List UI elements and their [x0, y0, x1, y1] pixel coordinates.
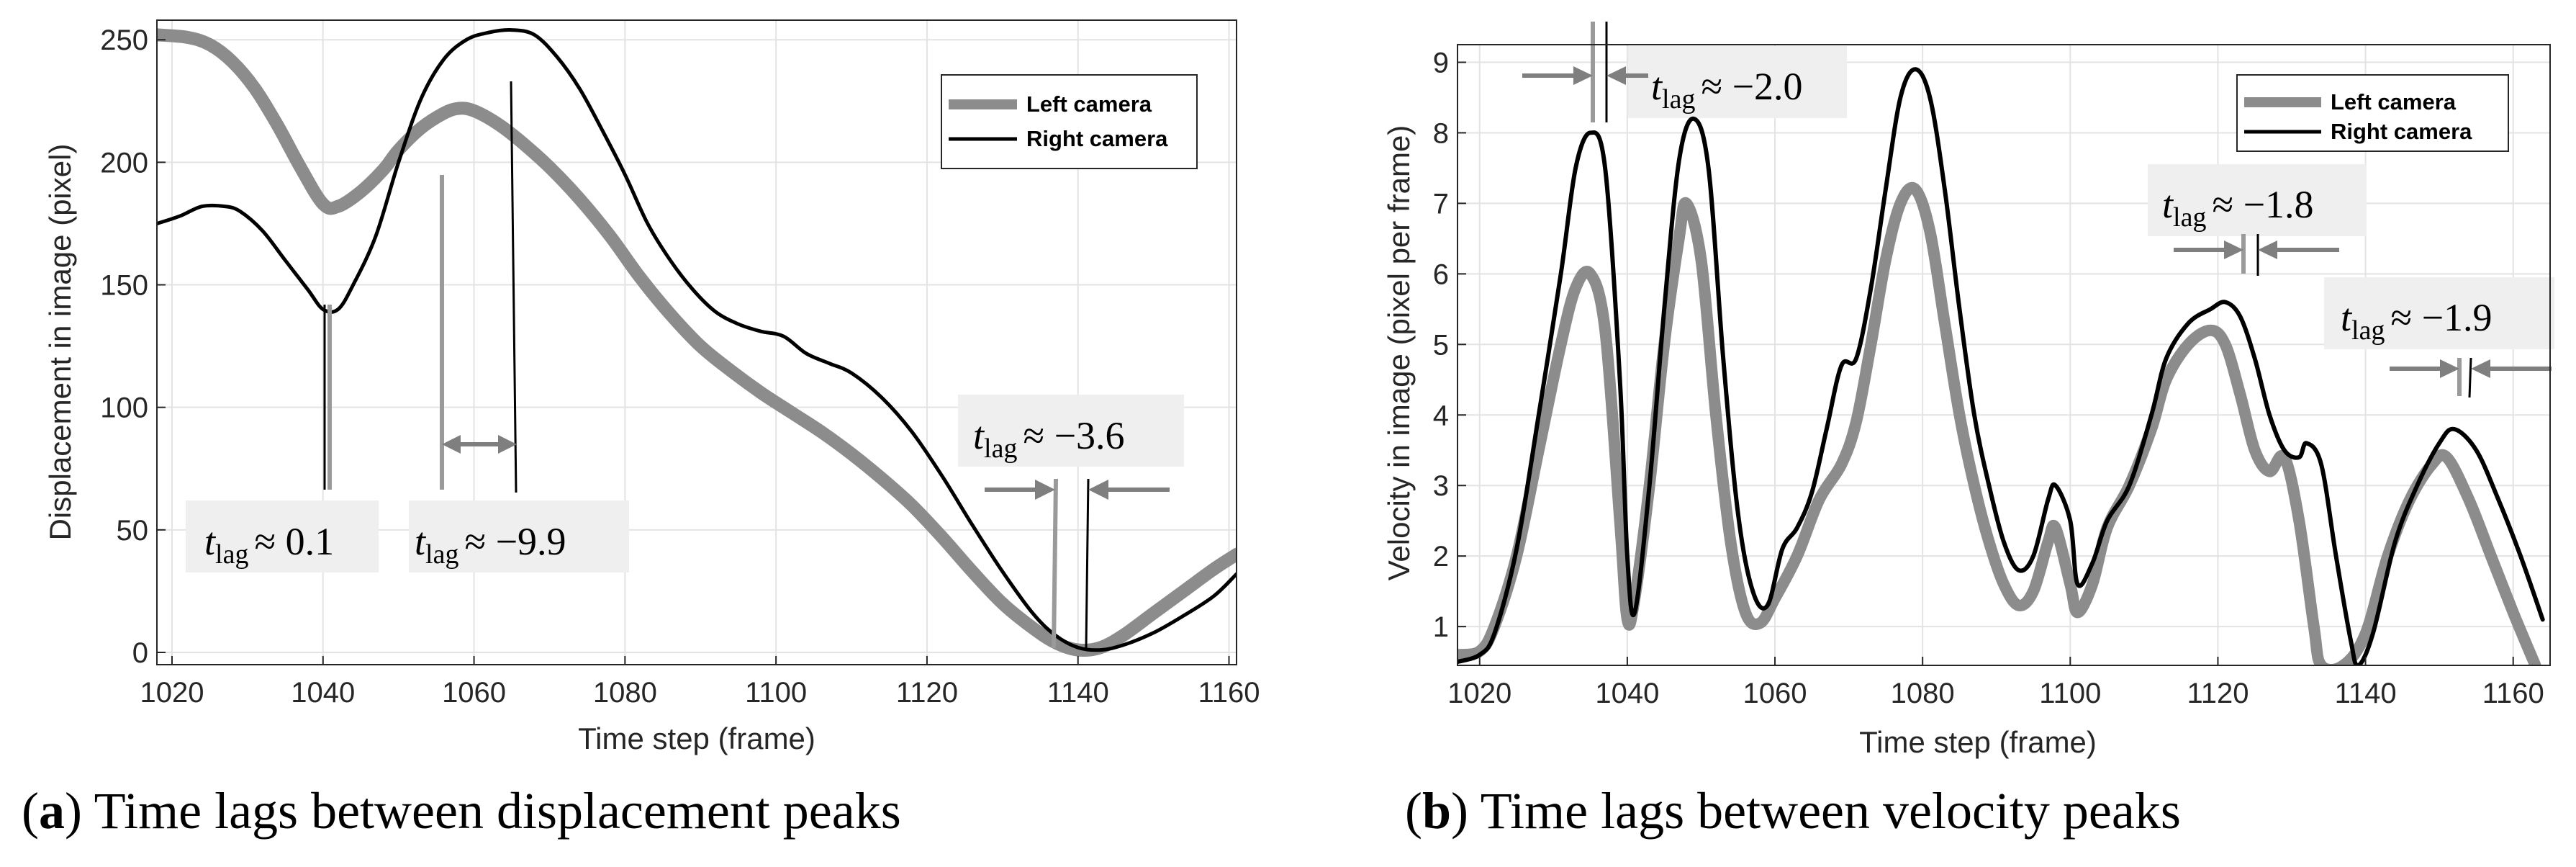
series-line-left-camera — [1458, 181, 2541, 665]
lag-box-1 — [186, 500, 379, 572]
y-tick-label: 50 — [117, 515, 149, 547]
x-tick-label: 1080 — [593, 677, 657, 709]
caption-a: (a) Time lags between displacement peaks — [22, 782, 901, 840]
x-axis-label-a: Time step (frame) — [578, 722, 815, 755]
y-tick-label: 150 — [100, 270, 148, 302]
lag-markers-a — [323, 81, 1170, 649]
y-tick-label: 3 — [1433, 470, 1449, 502]
lag-box-b1 — [1628, 46, 1847, 118]
x-tick-label: 1020 — [140, 677, 204, 709]
caption-b: (b) Time lags between velocity peaks — [1405, 782, 2181, 840]
y-tick-label: 8 — [1433, 117, 1449, 149]
grid-b — [1458, 45, 2550, 665]
y-tick-label: 2 — [1433, 541, 1449, 572]
lag-markers-b — [1522, 22, 2552, 398]
lag-annotation-b2: tlag ≈ −1.8 — [2162, 183, 2314, 233]
annotations-a: tlag ≈ 0.1 tlag ≈ −9.9 tlag ≈ −3.6 — [186, 395, 1184, 572]
x-tick-label: 1160 — [2482, 678, 2544, 709]
y-tick-label: 9 — [1433, 47, 1449, 78]
y-tick-label: 5 — [1433, 329, 1449, 361]
x-tick-label: 1100 — [2039, 678, 2101, 709]
lag-annotation-2: tlag ≈ −9.9 — [415, 520, 566, 570]
x-tick-label: 1020 — [1447, 678, 1511, 709]
x-tick-label: 1100 — [745, 677, 807, 709]
y-tick-label: 200 — [100, 147, 148, 179]
legend-label-right: Right camera — [1026, 126, 1168, 151]
plot-area-b — [1457, 44, 2551, 666]
x-tick-label: 1160 — [1198, 677, 1260, 709]
lag-annotation-3: tlag ≈ −3.6 — [973, 414, 1125, 464]
x-tick-label: 1140 — [1047, 677, 1109, 709]
panel-b: tlag ≈ −2.0 tlag ≈ −1.8 tlag ≈ −1.9 — [1382, 22, 2554, 840]
lag-box-3 — [958, 395, 1184, 467]
panel-a: tlag ≈ 0.1 tlag ≈ −9.9 tlag ≈ −3.6 — [22, 19, 1260, 840]
y-tick-label: 1 — [1433, 611, 1449, 643]
series-line-right-camera — [1458, 67, 2545, 665]
x-tick-label: 1080 — [1891, 678, 1955, 709]
x-tick-label: 1120 — [896, 677, 958, 709]
legend-label-left-b: Left camera — [2331, 89, 2457, 114]
series-line-right-camera — [157, 27, 1237, 652]
lag-box-b3 — [2324, 277, 2554, 349]
x-tick-label: 1040 — [1595, 678, 1659, 709]
legend-label-right-b: Right camera — [2331, 119, 2472, 144]
x-tick-label: 1060 — [442, 677, 506, 709]
ticks-a: 1020 1040 1060 1080 1100 1120 1140 1160 0 50 100 15… — [100, 24, 1260, 709]
plot-area-a — [156, 19, 1237, 665]
lag-annotation-b1: tlag ≈ −2.0 — [1651, 65, 1803, 114]
x-axis-label-b: Time step (frame) — [1859, 725, 2097, 759]
y-tick-label: 6 — [1433, 259, 1449, 290]
legend-a: Left camera Right camera — [941, 74, 1198, 169]
x-tick-label: 1140 — [2335, 678, 2397, 709]
x-tick-label: 1040 — [291, 677, 355, 709]
lag-box-b2 — [2148, 164, 2367, 236]
lag-annotation-b3: tlag ≈ −1.9 — [2341, 296, 2493, 346]
lag-box-2 — [409, 500, 629, 572]
y-tick-label: 7 — [1433, 188, 1449, 220]
legend-b: Left camera Right camera — [2236, 74, 2509, 152]
lag-annotation-1: tlag ≈ 0.1 — [204, 520, 334, 570]
y-tick-label: 4 — [1433, 400, 1449, 431]
x-tick-label: 1060 — [1743, 678, 1807, 709]
y-tick-label: 250 — [100, 24, 148, 56]
ticks-b: 1020 1040 1060 1080 1100 1120 1140 1160 1 2 3 4 5 6 7 8… — [1433, 47, 2544, 709]
y-axis-label-a: Displacement in image (pixel) — [43, 144, 77, 541]
x-tick-label: 1120 — [2187, 678, 2249, 709]
y-axis-label-b: Velocity in image (pixel per frame) — [1382, 125, 1416, 581]
legend-label-left: Left camera — [1026, 91, 1152, 117]
y-tick-label: 0 — [132, 637, 148, 669]
series-b — [1458, 67, 2545, 665]
annotations-b: tlag ≈ −2.0 tlag ≈ −1.8 tlag ≈ −1.9 — [1628, 46, 2554, 349]
y-tick-label: 100 — [100, 392, 148, 424]
